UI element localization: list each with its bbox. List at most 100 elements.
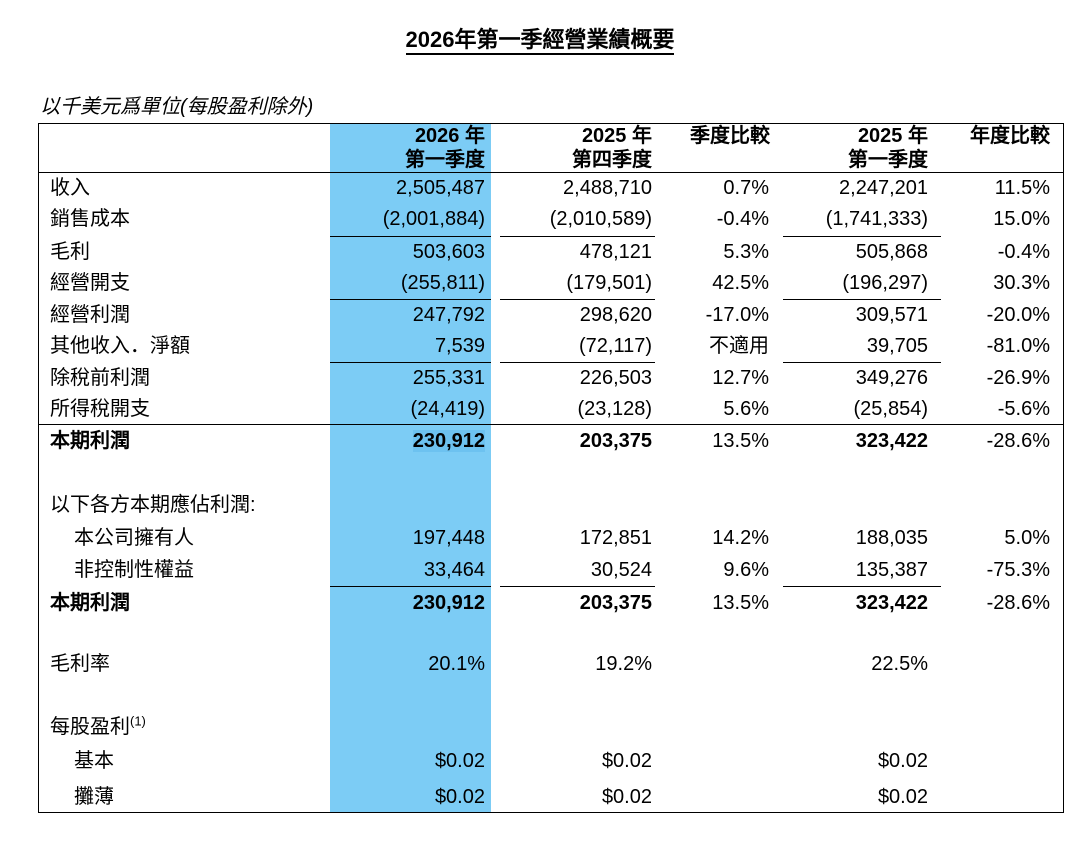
cell-v5: -26.9% [986, 367, 1050, 389]
row-label: 本期利潤 [50, 430, 130, 452]
cell-v5: 5.0% [1004, 527, 1050, 549]
rule-nci-v2 [500, 586, 655, 587]
cell-v4: 188,035 [855, 527, 928, 549]
cell-v1: 2,505,487 [396, 177, 485, 199]
row-label: 本期利潤 [50, 592, 130, 614]
header-qoq: 季度比較 [690, 125, 770, 147]
cell-v4: $0.02 [877, 750, 928, 772]
cell-v3: 12.7% [712, 367, 769, 389]
header-yoy: 年度比較 [970, 125, 1050, 147]
rule-cost-v1 [330, 236, 491, 237]
cell-v4: 349,276 [855, 367, 928, 389]
highlight-column [330, 123, 491, 813]
row-label: 除稅前利潤 [50, 367, 150, 389]
cell-v4: (196,297) [842, 272, 928, 294]
rule-cost-v2 [500, 236, 655, 237]
cell-v2: 203,375 [579, 430, 652, 452]
footnote-marker: (1) [130, 713, 146, 729]
cell-v3: -17.0% [705, 304, 769, 326]
cell-v3: 5.3% [723, 241, 769, 263]
cell-v3: 9.6% [723, 559, 769, 581]
cell-v1: 255,331 [412, 367, 485, 389]
row-label: 本公司擁有人 [74, 527, 194, 549]
cell-v1: 20.1% [428, 653, 485, 675]
row-label: 非控制性權益 [74, 559, 194, 581]
rule-opex-v1 [330, 299, 491, 300]
cell-v2: 172,851 [579, 527, 652, 549]
cell-v2: 30,524 [590, 559, 652, 581]
header-q1-2025: 2025 年第一季度 [848, 125, 928, 171]
cell-v2: 226,503 [579, 367, 652, 389]
row-label: 以下各方本期應佔利潤: [50, 494, 256, 516]
cell-v5: -20.0% [986, 304, 1050, 326]
table-frame [38, 123, 1064, 813]
cell-v4: 309,571 [855, 304, 928, 326]
cell-v4: 323,422 [855, 430, 928, 452]
cell-v3: 13.5% [712, 430, 769, 452]
row-label: 其他收入．淨額 [50, 335, 190, 357]
cell-v4: 39,705 [866, 335, 928, 357]
rule-other-v2 [500, 362, 655, 363]
row-label: 毛利 [50, 241, 90, 263]
cell-v2: (2,010,589) [549, 208, 652, 230]
cell-v4: (1,741,333) [825, 208, 928, 230]
cell-v1: 503,603 [412, 241, 485, 263]
cell-v4: $0.02 [877, 786, 928, 808]
cell-v5: -28.6% [986, 592, 1050, 614]
cell-v2: $0.02 [601, 786, 652, 808]
cell-v5: -0.4% [997, 241, 1050, 263]
cell-v2: 298,620 [579, 304, 652, 326]
cell-v5: 30.3% [993, 272, 1050, 294]
cell-v1: 230,912 [412, 592, 485, 614]
row-label: 攤薄 [74, 786, 114, 808]
rule-cost-v4 [783, 236, 941, 237]
row-label: 收入 [50, 177, 90, 199]
cell-v3: 0.7% [723, 177, 769, 199]
cell-v5: -28.6% [986, 430, 1050, 452]
rule-other-v4 [783, 362, 941, 363]
cell-v3: 5.6% [723, 398, 769, 420]
cell-v1: $0.02 [434, 750, 485, 772]
rule-nci-v1 [330, 586, 491, 587]
cell-v2: 2,488,710 [563, 177, 652, 199]
cell-v3: 13.5% [712, 592, 769, 614]
cell-v1: (255,811) [400, 272, 485, 294]
cell-v2: (179,501) [566, 272, 652, 294]
cell-v1: (2,001,884) [382, 208, 485, 230]
cell-v5: -75.3% [986, 559, 1050, 581]
cell-v2: 19.2% [595, 653, 652, 675]
cell-v2: $0.02 [601, 750, 652, 772]
cell-v3: -0.4% [716, 208, 769, 230]
row-label: 每股盈利(1) [50, 713, 146, 738]
header-q1-2026: 2026 年第一季度 [405, 125, 485, 171]
row-label: 所得稅開支 [50, 398, 150, 420]
cell-v1: $0.02 [434, 786, 485, 808]
rule-opex-v4 [783, 299, 941, 300]
row-label: 毛利率 [50, 653, 110, 675]
cell-v2: (72,117) [578, 335, 652, 357]
header-q4-2025: 2025 年第四季度 [572, 125, 652, 171]
cell-v3: 42.5% [712, 272, 769, 294]
rule-nci-v4 [783, 586, 941, 587]
cell-v1: 7,539 [434, 335, 485, 357]
cell-v5: 15.0% [993, 208, 1050, 230]
cell-v4: 505,868 [855, 241, 928, 263]
cell-v1: 230,912 [412, 430, 485, 452]
header-rule [38, 172, 1064, 173]
report-title: 2026年第一季經營業績概要 [0, 22, 1080, 55]
row-label: 經營利潤 [50, 304, 130, 326]
cell-v5: 11.5% [994, 177, 1050, 199]
rule-tax-full [38, 424, 1064, 425]
row-label: 基本 [74, 750, 114, 772]
cell-v2: 203,375 [579, 592, 652, 614]
cell-v4: 2,247,201 [839, 177, 928, 199]
unit-note: 以千美元爲單位(每股盈利除外) [40, 96, 314, 118]
rule-opex-v2 [500, 299, 655, 300]
cell-v1: (24,419) [410, 398, 486, 420]
cell-v4: (25,854) [853, 398, 929, 420]
cell-v3: 不適用 [709, 335, 769, 357]
cell-v4: 323,422 [855, 592, 928, 614]
cell-v4: 135,387 [855, 559, 928, 581]
cell-v3: 14.2% [712, 527, 769, 549]
cell-v2: (23,128) [577, 398, 653, 420]
